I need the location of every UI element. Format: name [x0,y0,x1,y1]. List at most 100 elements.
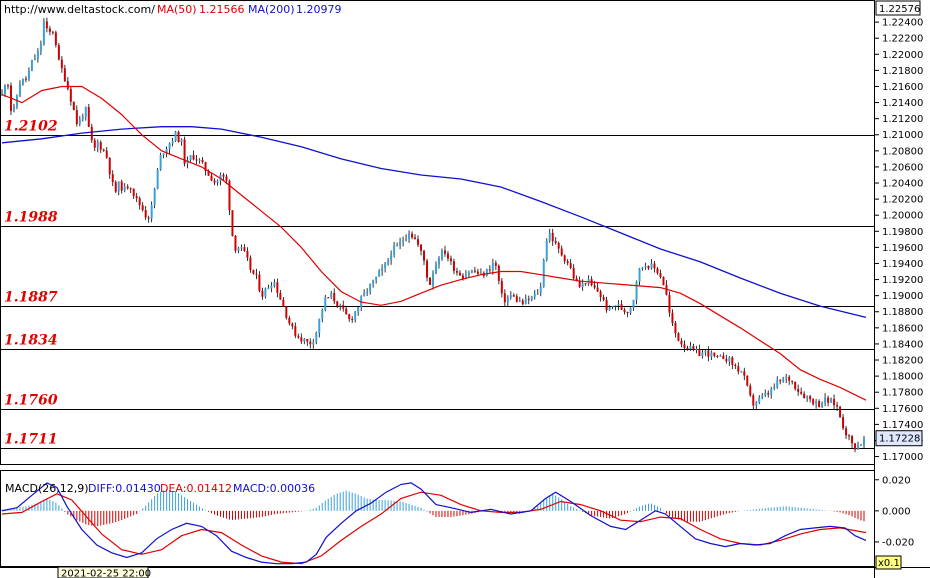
candle-body-115[interactable] [345,308,348,315]
candle-body-162[interactable] [485,269,488,276]
candle-body-50[interactable] [150,204,153,219]
candle-body-84[interactable] [252,269,255,274]
candle-body-264[interactable] [791,380,794,382]
candle-body-254[interactable] [761,395,764,398]
candle-body-276[interactable] [827,397,830,403]
candle-body-277[interactable] [830,398,833,403]
candle-body-107[interactable] [321,309,324,319]
candle-body-27[interactable] [81,116,84,120]
candle-body-288[interactable] [863,438,866,445]
candle-body-1[interactable] [3,85,6,94]
candle-body-7[interactable] [21,78,24,85]
candle-body-99[interactable] [297,335,300,338]
candle-body-180[interactable] [539,286,542,294]
candle-body-122[interactable] [366,291,369,293]
candle-body-38[interactable] [114,182,117,192]
candle-body-80[interactable] [240,247,243,249]
candle-body-74[interactable] [222,174,225,177]
candle-body-177[interactable] [530,296,533,300]
candle-body-44[interactable] [132,188,135,197]
candle-body-260[interactable] [779,380,782,382]
candle-body-281[interactable] [842,417,845,429]
candle-body-70[interactable] [210,175,213,181]
candle-body-279[interactable] [836,405,839,407]
candle-body-121[interactable] [363,292,366,297]
candle-body-134[interactable] [402,240,405,242]
candle-body-64[interactable] [192,155,195,160]
candle-body-123[interactable] [369,284,372,292]
candle-body-32[interactable] [96,142,99,148]
candle-body-54[interactable] [162,153,165,156]
candle-body-239[interactable] [716,355,719,357]
candle-body-4[interactable] [12,106,15,111]
candle-body-15[interactable] [45,21,48,29]
candle-body-37[interactable] [111,174,114,183]
candle-body-274[interactable] [821,403,824,408]
candle-body-201[interactable] [602,297,605,300]
candle-body-33[interactable] [99,142,102,150]
candle-body-25[interactable] [75,110,78,125]
candle-body-229[interactable] [686,347,689,350]
candle-body-147[interactable] [440,250,443,259]
candle-body-169[interactable] [506,297,509,303]
candle-body-125[interactable] [375,276,378,280]
candle-body-268[interactable] [803,393,806,399]
candle-body-111[interactable] [333,292,336,302]
candle-body-103[interactable] [309,341,312,345]
candle-body-245[interactable] [734,364,737,367]
candle-body-160[interactable] [479,272,482,274]
candle-body-17[interactable] [51,31,54,33]
candle-body-163[interactable] [488,269,491,271]
candle-body-13[interactable] [39,44,42,52]
candle-body-143[interactable] [429,277,432,285]
candle-body-235[interactable] [704,350,707,353]
candle-body-51[interactable] [153,188,156,205]
candle-body-157[interactable] [470,270,473,273]
candle-body-69[interactable] [207,170,210,176]
candle-body-117[interactable] [351,318,354,320]
candle-body-282[interactable] [845,428,848,436]
candle-body-65[interactable] [195,159,198,161]
candle-body-55[interactable] [165,149,168,154]
candle-body-77[interactable] [231,210,234,237]
candle-body-173[interactable] [518,300,521,302]
candle-body-101[interactable] [303,338,306,342]
candle-body-97[interactable] [291,323,294,327]
candle-body-252[interactable] [755,402,758,406]
candle-body-106[interactable] [318,318,321,333]
candle-body-88[interactable] [264,288,267,297]
candle-body-66[interactable] [198,159,201,161]
candle-body-240[interactable] [719,355,722,357]
candle-body-109[interactable] [327,297,330,299]
candle-body-56[interactable] [168,143,171,150]
candle-body-278[interactable] [833,398,836,406]
candle-body-36[interactable] [108,157,111,175]
candle-body-208[interactable] [623,309,626,312]
candle-body-228[interactable] [683,344,686,348]
candle-body-199[interactable] [596,287,599,292]
candle-body-223[interactable] [668,294,671,313]
candle-body-248[interactable] [743,371,746,376]
candle-body-226[interactable] [677,333,680,341]
candle-body-191[interactable] [572,267,575,279]
candle-body-5[interactable] [15,96,18,107]
candle-body-112[interactable] [336,301,339,307]
candle-body-29[interactable] [87,107,90,127]
candle-body-2[interactable] [6,85,9,87]
candle-body-267[interactable] [800,391,803,394]
candle-body-136[interactable] [408,233,411,239]
candle-body-238[interactable] [713,352,716,356]
candle-body-225[interactable] [674,323,677,334]
candle-body-152[interactable] [455,271,458,273]
candle-body-137[interactable] [411,233,414,238]
candle-body-61[interactable] [183,139,186,164]
candle-body-244[interactable] [731,357,734,365]
candle-body-255[interactable] [764,393,767,396]
candle-body-262[interactable] [785,376,788,379]
candle-body-35[interactable] [105,150,108,158]
scale-label[interactable]: x0.1 [878,558,900,569]
candle-body-206[interactable] [617,304,620,306]
candle-body-202[interactable] [605,299,608,311]
candle-body-46[interactable] [138,198,141,206]
candle-body-187[interactable] [560,248,563,256]
